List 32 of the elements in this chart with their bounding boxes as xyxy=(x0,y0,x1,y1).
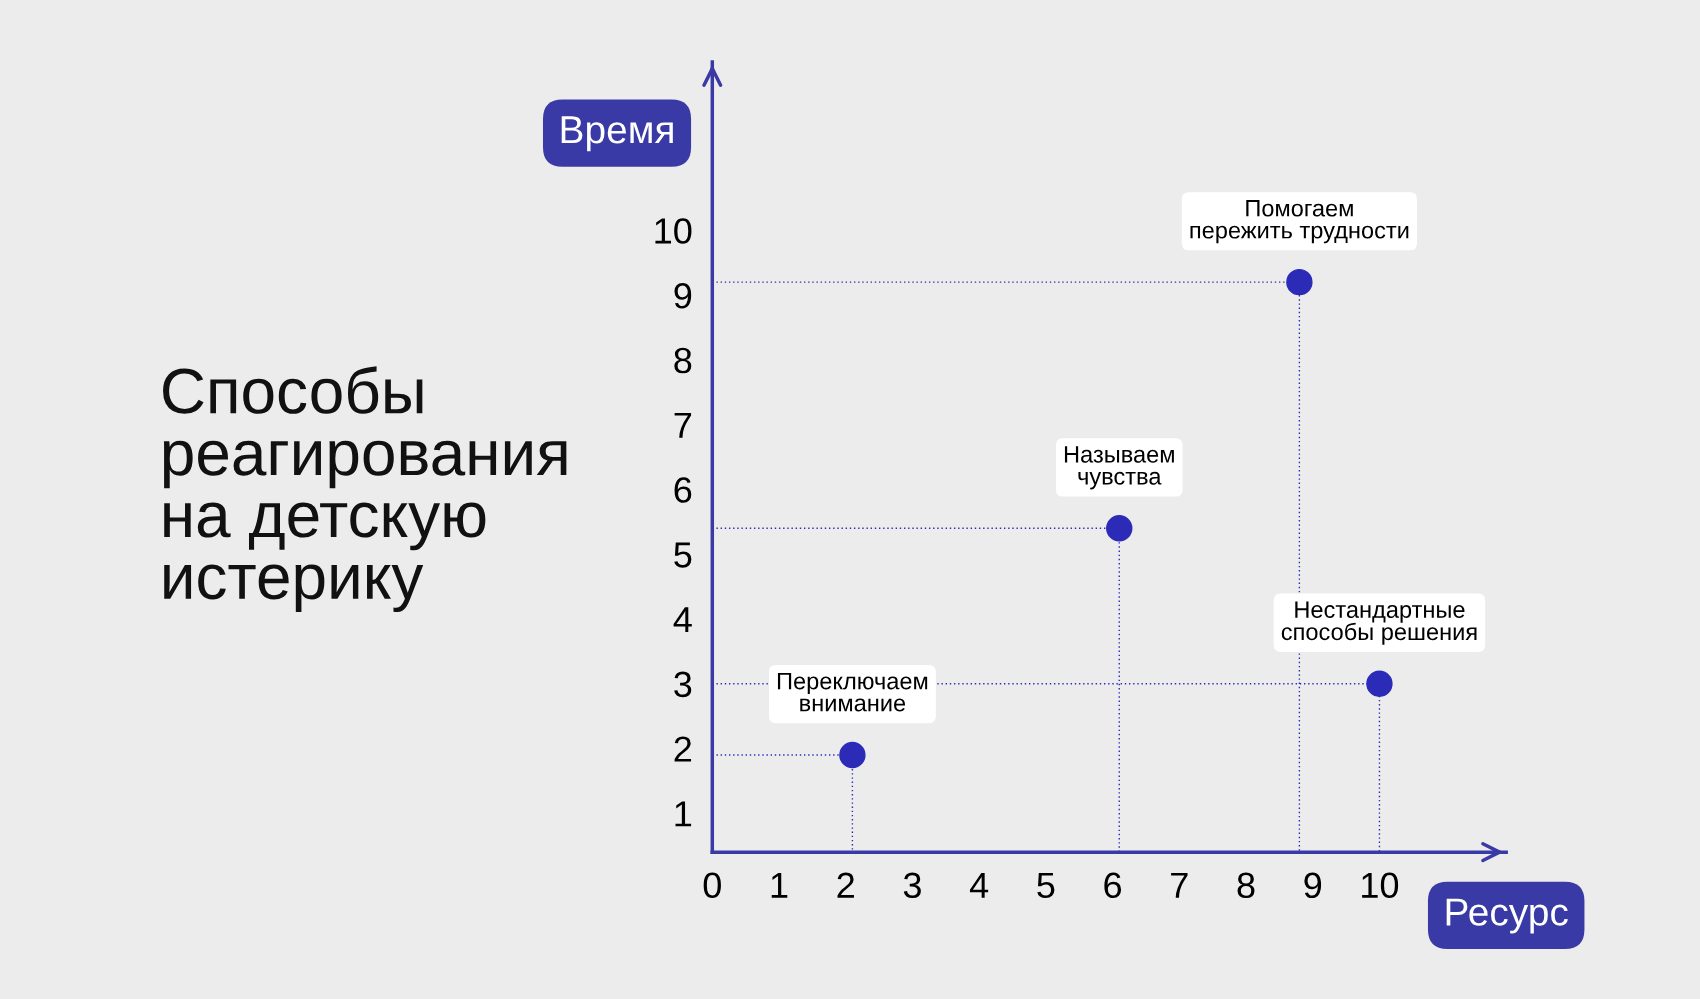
x-tick-label: 3 xyxy=(903,872,921,899)
x-tick-label: 9 xyxy=(1304,872,1322,899)
y-tick-label: 7 xyxy=(674,412,692,438)
x-tick-label: 6 xyxy=(1104,872,1122,899)
y-tick-label: 8 xyxy=(674,347,692,374)
annotation: Переключаем внимание xyxy=(777,672,928,712)
y-tick-label: 1 xyxy=(675,801,692,827)
y-tick-label: 10 xyxy=(655,218,692,244)
annotation: Помогаем пережить трудности xyxy=(1190,200,1409,244)
y-tick-label: 4 xyxy=(673,607,692,633)
x-tick-label: 0 xyxy=(703,872,721,899)
y-tick-label: 5 xyxy=(674,542,692,568)
x-tick-label: 8 xyxy=(1237,872,1255,899)
x-tick-label: 2 xyxy=(837,872,854,898)
x-tick-label: 5 xyxy=(1037,872,1055,899)
annotation: Нестандартные способы решения xyxy=(1281,601,1477,645)
annotation: Называем чувства xyxy=(1064,446,1174,490)
point xyxy=(1106,515,1133,542)
y-tick-label: 2 xyxy=(674,736,692,762)
x-tick-label: 10 xyxy=(1362,872,1399,899)
point xyxy=(1286,268,1313,296)
y-tick-label: 9 xyxy=(674,282,692,309)
x-axis-title: Ресурс xyxy=(1446,898,1568,934)
x-tick-label: 7 xyxy=(1171,872,1188,898)
x-tick-label: 4 xyxy=(969,872,989,898)
text: Способы реагирования на детскую истерику xyxy=(163,366,567,613)
y-axis-title: Время xyxy=(561,116,673,152)
point xyxy=(839,741,866,769)
y-tick-label: 6 xyxy=(674,477,692,503)
x-tick-label: 1 xyxy=(771,872,788,898)
y-tick-label: 3 xyxy=(674,671,692,698)
point xyxy=(1366,670,1393,697)
